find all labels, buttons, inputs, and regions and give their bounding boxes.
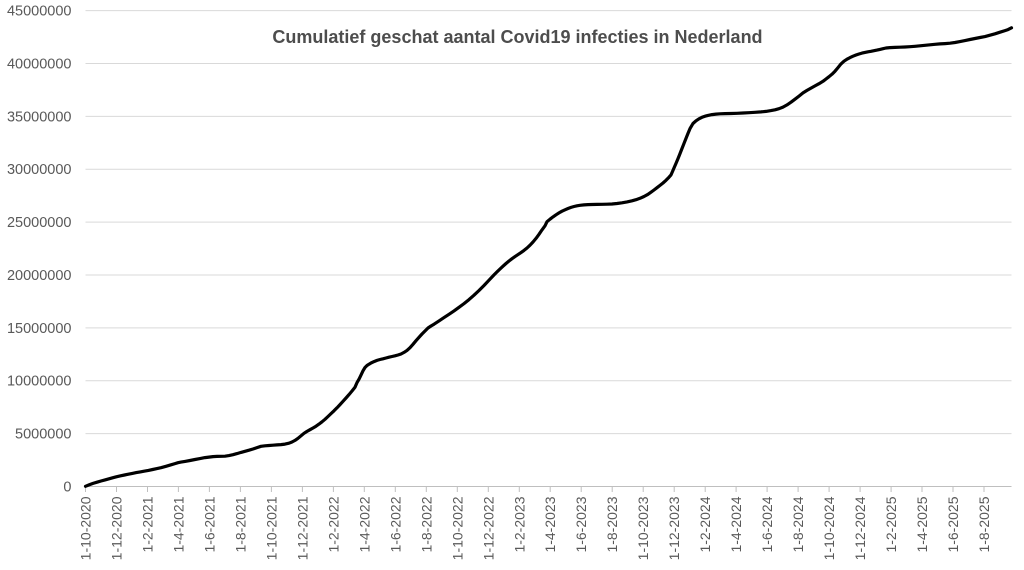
svg-text:1-2-2023: 1-2-2023 (511, 496, 527, 552)
svg-text:1-6-2023: 1-6-2023 (573, 496, 589, 552)
svg-text:1-2-2025: 1-2-2025 (883, 496, 899, 552)
svg-text:30000000: 30000000 (7, 162, 72, 178)
svg-text:1-2-2024: 1-2-2024 (697, 496, 713, 552)
svg-text:1-6-2024: 1-6-2024 (759, 496, 775, 552)
svg-text:45000000: 45000000 (7, 4, 72, 20)
svg-text:1-12-2021: 1-12-2021 (294, 496, 310, 560)
svg-text:40000000: 40000000 (7, 57, 72, 73)
svg-text:1-8-2024: 1-8-2024 (790, 496, 806, 552)
svg-text:1-4-2023: 1-4-2023 (542, 496, 558, 552)
svg-text:1-8-2025: 1-8-2025 (976, 496, 992, 552)
svg-text:10000000: 10000000 (7, 374, 72, 390)
svg-text:1-10-2020: 1-10-2020 (78, 496, 94, 560)
svg-text:1-8-2022: 1-8-2022 (418, 496, 434, 552)
svg-text:15000000: 15000000 (7, 321, 72, 337)
svg-text:1-8-2023: 1-8-2023 (604, 496, 620, 552)
svg-text:1-6-2025: 1-6-2025 (945, 496, 961, 552)
svg-text:35000000: 35000000 (7, 109, 72, 125)
svg-text:1-10-2022: 1-10-2022 (449, 496, 465, 560)
svg-text:1-8-2021: 1-8-2021 (232, 496, 248, 552)
svg-text:0: 0 (63, 480, 71, 496)
svg-text:1-4-2022: 1-4-2022 (356, 496, 372, 552)
svg-text:5000000: 5000000 (15, 427, 71, 443)
svg-text:1-12-2023: 1-12-2023 (666, 496, 682, 560)
svg-text:1-4-2024: 1-4-2024 (728, 496, 744, 552)
svg-text:25000000: 25000000 (7, 215, 72, 231)
svg-text:1-6-2021: 1-6-2021 (201, 496, 217, 552)
svg-text:1-10-2021: 1-10-2021 (263, 496, 279, 560)
svg-text:Cumulatief geschat aantal Covi: Cumulatief geschat aantal Covid19 infect… (272, 27, 762, 47)
svg-text:1-10-2024: 1-10-2024 (821, 496, 837, 560)
svg-text:1-4-2021: 1-4-2021 (170, 496, 186, 552)
svg-text:1-2-2021: 1-2-2021 (140, 496, 156, 552)
svg-text:1-12-2022: 1-12-2022 (480, 496, 496, 560)
svg-text:1-12-2024: 1-12-2024 (852, 496, 868, 560)
svg-text:20000000: 20000000 (7, 268, 72, 284)
svg-text:1-12-2020: 1-12-2020 (109, 496, 125, 560)
svg-text:1-2-2022: 1-2-2022 (325, 496, 341, 552)
svg-text:1-6-2022: 1-6-2022 (387, 496, 403, 552)
svg-text:1-10-2023: 1-10-2023 (635, 496, 651, 560)
svg-text:1-4-2025: 1-4-2025 (914, 496, 930, 552)
